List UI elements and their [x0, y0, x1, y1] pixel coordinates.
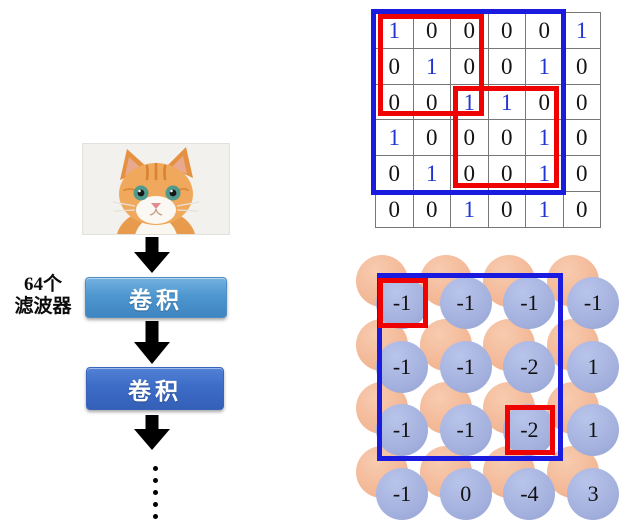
- matrix-cell: 0: [451, 13, 489, 49]
- feature-map-value-circle: -2: [503, 404, 556, 457]
- matrix-cell: 0: [376, 84, 414, 121]
- conv-layer-1-box: 卷积: [85, 277, 227, 318]
- matrix-cell: 0: [563, 120, 601, 157]
- feature-map-value-circle: -1: [503, 277, 556, 329]
- matrix-cell: 0: [451, 120, 489, 157]
- ellipsis-dot: [152, 478, 158, 483]
- matrix-cell: 0: [526, 84, 564, 121]
- ellipsis-dot: [152, 466, 158, 471]
- matrix-cell: 0: [376, 192, 414, 228]
- matrix-cell: 0: [451, 156, 489, 193]
- matrix-cell: 1: [413, 48, 451, 85]
- matrix-cell: 0: [563, 48, 601, 85]
- matrix-cell: 0: [376, 156, 414, 193]
- matrix-cell: 0: [413, 13, 451, 49]
- matrix-cell: 1: [376, 13, 414, 49]
- matrix-cell: 0: [488, 48, 526, 85]
- matrix-cell: 1: [526, 120, 564, 157]
- feature-map-value-circle: -1: [439, 340, 492, 393]
- cat-illustration: [83, 144, 229, 273]
- matrix-cell: 0: [563, 84, 601, 121]
- down-arrow-3: [134, 415, 170, 450]
- matrix-cell: 0: [376, 48, 414, 85]
- matrix-cell: 1: [413, 156, 451, 193]
- feature-map-value-circle: 1: [567, 340, 620, 393]
- feature-map-value-circle: -1: [439, 277, 492, 329]
- matrix-cell: 0: [563, 192, 601, 228]
- matrix-cell: 0: [563, 156, 601, 193]
- down-arrow-icon: [134, 237, 170, 273]
- feature-map-value-circle: -4: [503, 468, 556, 521]
- matrix-cell: 0: [488, 156, 526, 193]
- feature-map-value-circle: -1: [439, 404, 492, 457]
- matrix-cell: 1: [526, 192, 564, 228]
- down-arrow-icon: [134, 415, 170, 450]
- matrix-cell: 0: [526, 13, 564, 49]
- down-arrow-1: [134, 237, 170, 273]
- down-arrow-icon: [134, 321, 170, 364]
- matrix-cell: 0: [488, 120, 526, 157]
- feature-map-value-circle: -1: [376, 468, 428, 521]
- matrix-cell: 1: [526, 156, 564, 193]
- feature-map-value-circle: -1: [376, 277, 428, 329]
- matrix-cell: 0: [413, 120, 451, 157]
- feature-map-value-circle: 1: [567, 404, 620, 457]
- filter-count-line2: 滤波器: [14, 296, 72, 317]
- matrix-cell: 1: [526, 48, 564, 85]
- down-arrow-2: [134, 321, 170, 364]
- filter-count-label: 64个 滤波器: [2, 274, 84, 318]
- cat-photo: [82, 143, 230, 273]
- filter-count-line1: 64个: [23, 274, 62, 295]
- matrix-cell: 1: [451, 192, 489, 228]
- matrix-cell: 1: [563, 13, 601, 49]
- conv-layer-2-box: 卷积: [86, 367, 224, 410]
- feature-map-value-circle: 0: [439, 468, 492, 521]
- matrix-cell: 0: [413, 84, 451, 121]
- feature-map-value-circle: -2: [503, 340, 556, 393]
- matrix-cell: 0: [488, 13, 526, 49]
- matrix-cell: 0: [451, 48, 489, 85]
- matrix-cell: 1: [376, 120, 414, 157]
- matrix-cell: 0: [488, 192, 526, 228]
- feature-map-value-circle: -1: [376, 404, 428, 457]
- ellipsis-dot: [152, 502, 158, 507]
- matrix-cell: 1: [451, 84, 489, 121]
- matrix-cell: 1: [488, 84, 526, 121]
- feature-map-value-circle: 3: [567, 468, 620, 521]
- ellipsis-dot: [152, 514, 158, 519]
- feature-map-value-circle: -1: [376, 340, 428, 393]
- feature-map-value-circle: -1: [567, 277, 620, 329]
- matrix-cell: 0: [413, 192, 451, 228]
- ellipsis-dot: [152, 490, 158, 495]
- ellipsis-dots: [150, 466, 160, 526]
